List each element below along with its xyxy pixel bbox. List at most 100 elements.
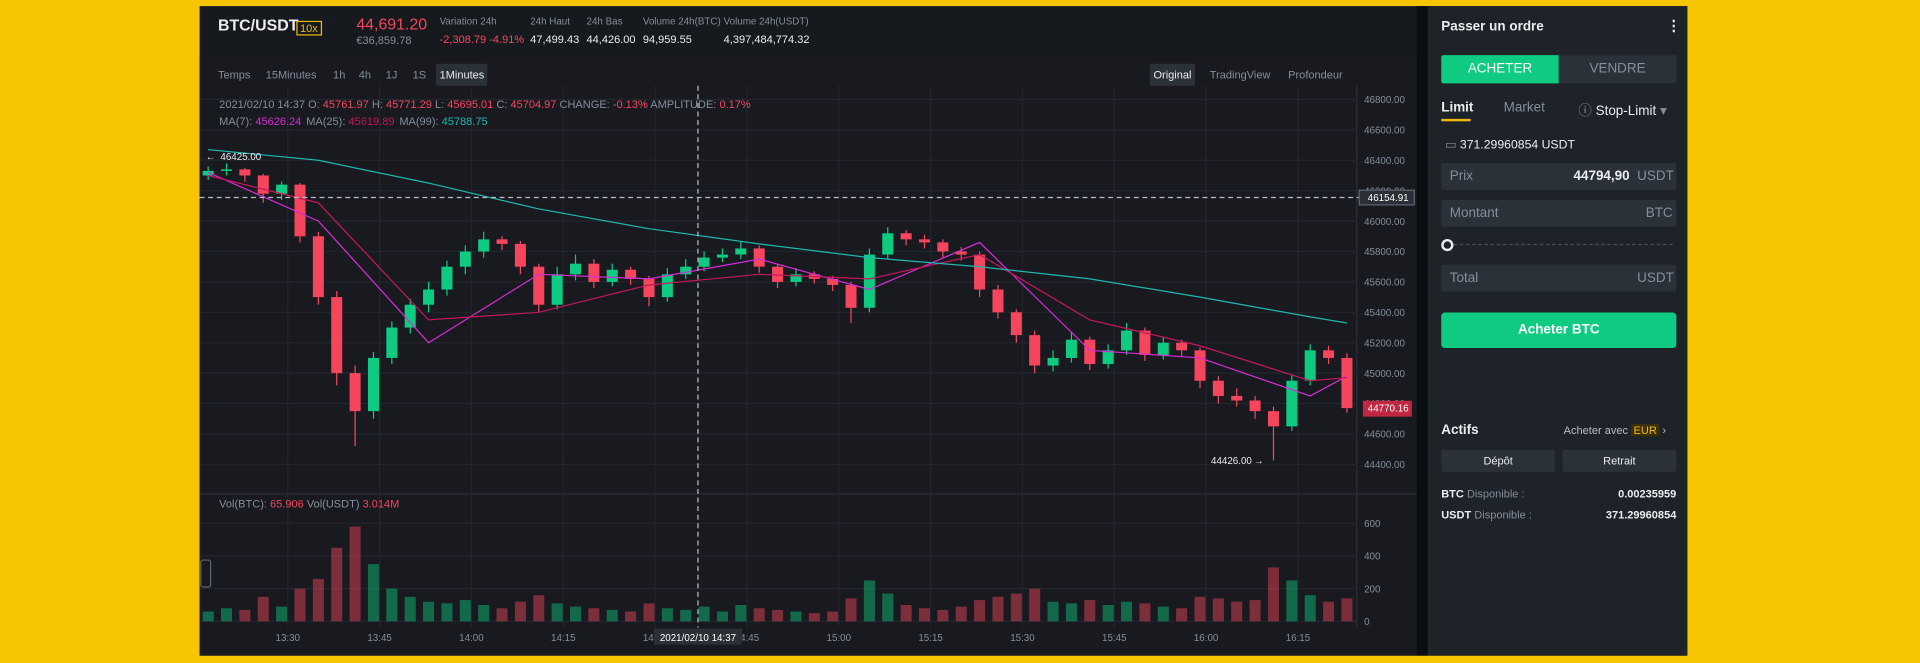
candle-body: [827, 278, 839, 285]
menu-dots[interactable]: ⋮: [1666, 17, 1682, 35]
interval[interactable]: 1J: [385, 68, 398, 81]
asset: BTC: [1441, 487, 1464, 501]
sell-tab[interactable]: VENDRE: [1558, 55, 1677, 84]
slider-knob[interactable]: [1441, 238, 1454, 252]
total-input[interactable]: [1441, 264, 1677, 292]
x-tick-label: 16:00: [1194, 633, 1219, 644]
candle-body: [294, 184, 306, 237]
candle-body: [1010, 312, 1022, 336]
interval[interactable]: 1S: [412, 68, 427, 81]
volume-bar: [955, 606, 967, 622]
last-price-label: 44770.16: [1368, 404, 1409, 415]
candle-body: [202, 170, 214, 176]
label: AMPLITUDE:: [650, 98, 717, 111]
volume-bar: [753, 608, 765, 622]
volume-bar: [1065, 603, 1077, 622]
candle-body: [735, 248, 747, 255]
candle-body: [514, 243, 526, 267]
stat-label: Volume 24h(USDT): [723, 15, 809, 27]
value: 0.17%: [719, 98, 751, 111]
y-tick-label: 0: [1364, 617, 1370, 628]
view[interactable]: TradingView: [1209, 68, 1271, 81]
volume-bar: [882, 593, 894, 622]
volume-bar: [588, 608, 600, 622]
asset-row: USDT Disponible :: [1441, 509, 1532, 521]
volume-bar: [772, 609, 784, 622]
volume-bar: [349, 526, 361, 622]
volume-bar: [1029, 588, 1041, 622]
last-price: 44,691.20: [356, 14, 428, 34]
volume-bar: [643, 603, 655, 622]
candle-body: [955, 251, 967, 255]
candle-body: [845, 284, 857, 308]
interval[interactable]: 15Minutes: [265, 68, 317, 81]
buy-with[interactable]: Acheter avec EUR ›: [1563, 424, 1666, 437]
price-value: 44794,90: [1573, 169, 1630, 184]
balance: ▭ 371.29960854 USDT: [1444, 138, 1575, 152]
ma-label: MA(25):: [306, 115, 346, 128]
x-tick-label: 14:15: [551, 633, 576, 644]
pair[interactable]: BTC/USDT: [217, 15, 299, 35]
min-label: 44426.00: [1211, 456, 1252, 467]
candle-body: [1267, 411, 1279, 427]
amount-input[interactable]: [1441, 199, 1677, 227]
volume-bar: [276, 606, 288, 622]
value: 371.29960854 USDT: [1459, 138, 1575, 152]
candle-body: [716, 254, 728, 258]
volume-bar: [1249, 600, 1261, 622]
view[interactable]: Original: [1153, 68, 1192, 81]
candle-body: [459, 251, 471, 267]
interval[interactable]: 1h: [333, 68, 346, 81]
ma-legend: MA(7): 45626.24 MA(25): 45619.89 MA(99): 4…: [219, 115, 492, 127]
leverage[interactable]: 10x: [296, 20, 322, 36]
label: L:: [435, 98, 445, 111]
slider-track[interactable]: [1447, 243, 1673, 246]
candle-body: [1029, 335, 1041, 366]
y-tick-label: 46400.00: [1364, 156, 1405, 167]
candle-body: [1304, 350, 1316, 381]
deposit-button[interactable]: Dépôt: [1441, 449, 1556, 472]
volume-bar: [551, 603, 563, 622]
candle-body: [496, 239, 508, 244]
submit-button[interactable]: Acheter BTC: [1441, 312, 1677, 349]
y-tick-label: 600: [1364, 519, 1381, 530]
volume-bar: [312, 578, 324, 622]
tab-stop-limit[interactable]: ⓘ Stop-Limit ▾: [1578, 104, 1667, 119]
view[interactable]: Profondeur: [1288, 68, 1343, 81]
candle-body: [1102, 350, 1114, 365]
side-toggle: [200, 559, 212, 588]
volume-bar: [1212, 598, 1224, 622]
tab-limit[interactable]: Limit: [1441, 100, 1474, 116]
candle-body: [918, 239, 931, 243]
stat-value: 94,959.55: [642, 33, 692, 46]
volume-bar: [1084, 600, 1096, 622]
interval[interactable]: 4h: [358, 68, 372, 81]
volume-bar: [1194, 596, 1206, 622]
price-input[interactable]: [1441, 162, 1677, 190]
y-tick-label: 44600.00: [1364, 430, 1405, 441]
volume-bar: [257, 596, 269, 622]
ma-value: 45626.24: [255, 115, 302, 128]
interval[interactable]: 1Minutes: [439, 68, 485, 81]
volume-bar: [1286, 580, 1298, 622]
candle-body: [992, 289, 1004, 313]
candle-body: [974, 254, 986, 290]
y-tick-label: 400: [1364, 552, 1381, 563]
candle-body: [349, 373, 361, 412]
candle-body: [698, 257, 710, 267]
label: Disponible :: [1474, 508, 1532, 521]
value: 65.906: [270, 497, 304, 510]
label: H:: [371, 98, 383, 111]
tab-market[interactable]: Market: [1503, 100, 1545, 116]
x-tick-label: 14:45: [735, 633, 760, 644]
interval[interactable]: Temps: [217, 68, 251, 81]
volume-bar: [992, 596, 1004, 622]
withdraw-button[interactable]: Retrait: [1562, 449, 1677, 472]
buy-tab[interactable]: ACHETER: [1441, 55, 1559, 84]
y-tick-label: 45000.00: [1364, 369, 1405, 380]
crosshair-price-bg: [1358, 189, 1415, 206]
candle-body: [239, 169, 251, 176]
candle-body: [606, 269, 618, 282]
ma-label: MA(7):: [219, 115, 253, 128]
ma-label: MA(99):: [399, 115, 439, 128]
